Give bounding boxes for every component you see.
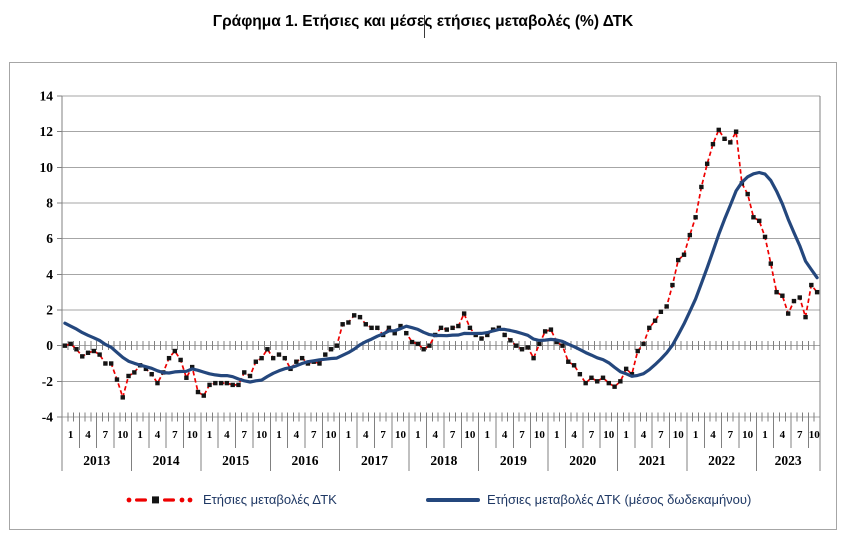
month-tick-label: 7 bbox=[728, 429, 734, 441]
year-tick-label: 2022 bbox=[708, 453, 735, 468]
month-tick-label: 4 bbox=[571, 429, 577, 441]
y-axis-tick-label: 2 bbox=[46, 303, 53, 318]
month-tick-label: 10 bbox=[187, 429, 199, 441]
solid-line-icon bbox=[426, 497, 480, 502]
year-tick-label: 2017 bbox=[361, 453, 388, 468]
month-tick-label: 10 bbox=[326, 429, 338, 441]
month-tick-label: 4 bbox=[363, 429, 369, 441]
month-tick-label: 4 bbox=[710, 429, 716, 441]
month-tick-label: 7 bbox=[311, 429, 317, 441]
series-12month-average bbox=[63, 170, 819, 384]
month-tick-label: 10 bbox=[534, 429, 546, 441]
y-axis-tick-label: 10 bbox=[40, 160, 54, 175]
month-tick-label: 7 bbox=[380, 429, 386, 441]
month-tick-label: 1 bbox=[693, 429, 699, 441]
year-tick-label: 2014 bbox=[153, 453, 180, 468]
month-tick-label: 10 bbox=[464, 429, 476, 441]
month-tick-label: 7 bbox=[589, 429, 595, 441]
month-tick-label: 10 bbox=[256, 429, 268, 441]
month-tick-label: 1 bbox=[554, 429, 560, 441]
axis-lines bbox=[57, 95, 821, 471]
y-axis-tick-label: 14 bbox=[40, 89, 54, 104]
month-tick-label: 10 bbox=[395, 429, 407, 441]
month-tick-label: 1 bbox=[276, 429, 282, 441]
year-tick-label: 2016 bbox=[292, 453, 319, 468]
data-point-markers bbox=[62, 127, 820, 400]
month-tick-label: 10 bbox=[742, 429, 754, 441]
year-tick-label: 2021 bbox=[639, 453, 666, 468]
chart-box: -4 -2 0 2 4 6 8 10 12 14 1 4 7 10 2013 1 4 7 10 2014 1 4 7 10 20… bbox=[9, 62, 837, 530]
month-tick-label: 1 bbox=[415, 429, 421, 441]
y-axis-tick-label: 6 bbox=[46, 231, 53, 246]
month-tick-label: 4 bbox=[641, 429, 647, 441]
y-axis-tick-label: 0 bbox=[46, 338, 53, 353]
month-tick-label: 10 bbox=[673, 429, 685, 441]
page-title: Γράφημα 1. Ετήσιες και μέσες ετήσιες μετ… bbox=[212, 13, 634, 30]
legend-item-annual-change: Ετήσιες μεταβολές ΔΤΚ bbox=[125, 492, 337, 507]
y-axis-tick-label: 8 bbox=[46, 196, 53, 211]
month-tick-label: 7 bbox=[172, 429, 178, 441]
month-tick-label: 4 bbox=[155, 429, 161, 441]
month-tick-label: 4 bbox=[85, 429, 91, 441]
month-tick-label: 7 bbox=[658, 429, 664, 441]
month-tick-label: 1 bbox=[485, 429, 491, 441]
month-tick-label: 10 bbox=[603, 429, 615, 441]
year-tick-label: 2015 bbox=[222, 453, 249, 468]
month-tick-label: 7 bbox=[103, 429, 109, 441]
month-tick-label: 7 bbox=[242, 429, 248, 441]
month-tick-label: 1 bbox=[623, 429, 629, 441]
month-tick-label: 7 bbox=[450, 429, 456, 441]
year-tick-label: 2020 bbox=[569, 453, 596, 468]
month-tick-label: 4 bbox=[224, 429, 230, 441]
month-tick-label: 4 bbox=[294, 429, 300, 441]
month-tick-label: 1 bbox=[346, 429, 352, 441]
text-cursor-artifact bbox=[424, 15, 425, 38]
month-tick-label: 7 bbox=[519, 429, 525, 441]
y-axis-tick-label: -2 bbox=[42, 374, 53, 389]
year-tick-label: 2019 bbox=[500, 453, 527, 468]
y-axis-tick-label: 12 bbox=[40, 124, 54, 139]
month-tick-label: 4 bbox=[432, 429, 438, 441]
month-tick-label: 10 bbox=[117, 429, 129, 441]
year-tick-label: 2023 bbox=[775, 453, 802, 468]
month-tick-label: 1 bbox=[762, 429, 768, 441]
year-tick-label: 2013 bbox=[83, 453, 110, 468]
legend-item-12month-average: Ετήσιες μεταβολές ΔΤΚ (μέσος δωδεκαμήνου… bbox=[425, 492, 751, 507]
month-tick-label: 10 bbox=[809, 429, 821, 441]
legend-label-12month-average: Ετήσιες μεταβολές ΔΤΚ (μέσος δωδεκαμήνου… bbox=[487, 492, 752, 507]
month-tick-label: 7 bbox=[797, 429, 803, 441]
y-axis-tick-label: 4 bbox=[46, 267, 53, 282]
year-tick-label: 2018 bbox=[430, 453, 457, 468]
month-tick-label: 4 bbox=[502, 429, 508, 441]
gridlines bbox=[62, 95, 820, 418]
month-tick-label: 4 bbox=[780, 429, 786, 441]
y-axis-tick-label: -4 bbox=[42, 410, 53, 425]
series-annual-change bbox=[64, 129, 818, 399]
month-tick-label: 1 bbox=[207, 429, 213, 441]
month-tick-label: 1 bbox=[137, 429, 143, 441]
dashed-line-icon bbox=[126, 495, 193, 503]
month-tick-label: 1 bbox=[68, 429, 74, 441]
legend-label-annual-change: Ετήσιες μεταβολές ΔΤΚ bbox=[203, 492, 337, 507]
